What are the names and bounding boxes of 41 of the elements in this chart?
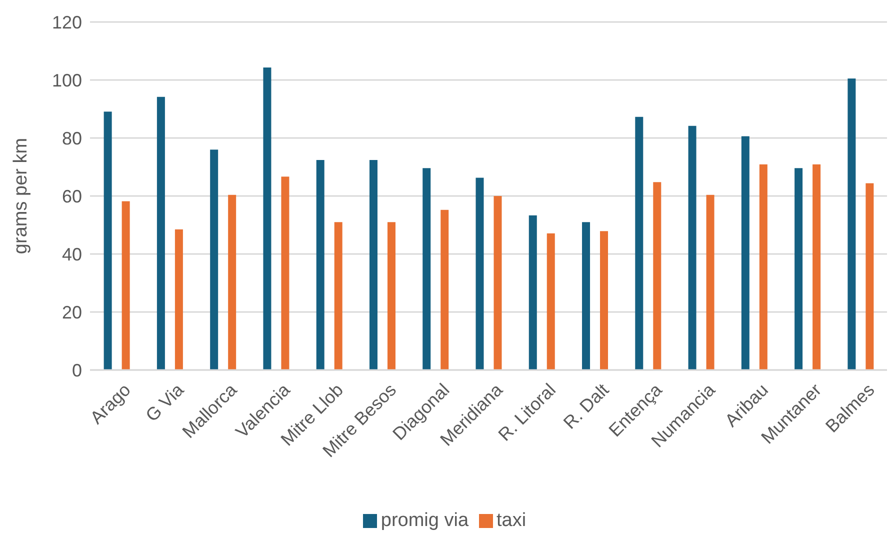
bar	[546, 233, 555, 370]
y-tick-label: 0	[72, 360, 82, 380]
bar	[794, 168, 803, 370]
bar	[210, 150, 218, 370]
bar	[741, 136, 750, 370]
bar	[476, 178, 484, 370]
bar	[281, 176, 290, 370]
bar	[156, 96, 165, 370]
y-tick-label: 40	[62, 244, 82, 264]
legend-label: taxi	[496, 510, 526, 531]
bar	[494, 196, 502, 370]
bar	[174, 229, 183, 370]
bar	[706, 194, 714, 370]
y-tick-label: 100	[52, 70, 82, 90]
bar	[582, 222, 590, 370]
y-tick-label: 60	[62, 186, 82, 206]
bar	[600, 231, 608, 370]
y-tick-label: 80	[62, 128, 82, 148]
y-tick-label: 20	[62, 302, 82, 322]
bar	[688, 126, 696, 370]
bar	[369, 160, 378, 370]
y-tick-label: 120	[52, 12, 82, 32]
bar	[122, 201, 130, 370]
bar	[528, 215, 537, 370]
bar	[440, 210, 449, 370]
bar	[263, 68, 272, 370]
bar	[334, 222, 342, 370]
legend-label: promig via	[380, 510, 469, 531]
y-axis-title: grams per km	[10, 138, 32, 254]
bar	[387, 222, 396, 370]
bar	[848, 78, 856, 370]
bar	[228, 194, 236, 370]
bar	[866, 183, 874, 370]
bar	[316, 160, 324, 370]
bar	[759, 164, 768, 370]
bar	[653, 182, 662, 370]
bar	[812, 164, 821, 370]
bar	[104, 112, 112, 370]
bar	[422, 168, 431, 370]
x-tick-label: G Via	[142, 379, 188, 426]
bar	[635, 116, 644, 370]
